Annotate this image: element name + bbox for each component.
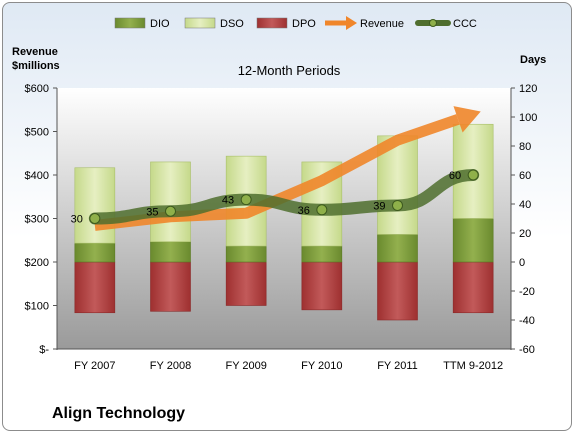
dio-bar [150, 241, 191, 263]
ccc-data-label: 30 [71, 214, 83, 226]
chart-title: 12-Month Periods [238, 63, 341, 78]
legend-label: DIO [150, 18, 170, 30]
legend-label: DSO [220, 18, 244, 30]
left-tick-label: $300 [25, 214, 49, 226]
company-name: Align Technology [52, 405, 186, 422]
ccc-data-label: 36 [298, 205, 310, 217]
revenue-arrowhead [453, 106, 481, 133]
right-tick-label: 120 [519, 83, 537, 95]
left-axis-ticks: $- $100 $200 $300 $400 $500 $600 [25, 83, 57, 356]
x-category-label: TTM 9-2012 [443, 360, 503, 372]
dio-bar [301, 245, 343, 263]
dpo-bar [452, 261, 494, 314]
legend-label: Revenue [360, 18, 404, 30]
right-axis-ticks: -60 -40 -20 0 20 40 60 80 100 120 [511, 83, 537, 356]
ccc-point [165, 205, 176, 217]
ccc-point [89, 213, 101, 224]
dpo-bar [150, 261, 191, 312]
right-tick-label: -40 [519, 315, 535, 327]
right-tick-label: 60 [519, 170, 531, 182]
x-category-label: FY 2011 [377, 360, 418, 372]
legend-swatch [184, 17, 216, 29]
x-category-label: FY 2008 [150, 360, 191, 372]
revenue-series [94, 106, 481, 231]
right-tick-label: 80 [519, 141, 531, 153]
dso-bar [74, 167, 116, 244]
revenue-line [94, 114, 460, 231]
x-category-label: FY 2010 [301, 360, 342, 372]
left-tick-label: $- [39, 344, 49, 356]
legend-swatch [114, 17, 146, 29]
ccc-data-label: 35 [146, 206, 158, 218]
legend-label: DPO [292, 18, 316, 30]
left-tick-label: $500 [25, 127, 49, 139]
right-tick-label: -60 [519, 344, 535, 356]
ccc-data-label: 60 [449, 170, 461, 182]
left-tick-label: $400 [25, 170, 49, 182]
dio-bar [452, 218, 494, 263]
right-tick-label: 20 [519, 228, 531, 240]
dpo-bar [301, 261, 343, 311]
ccc-series: 30 35 43 36 39 60 [71, 169, 480, 226]
ccc-point [240, 194, 252, 206]
legend-label: CCC [453, 18, 477, 30]
right-axis-title: Days [520, 54, 546, 66]
ccc-data-label: 43 [222, 195, 234, 207]
legend-swatch-dot [429, 19, 437, 27]
right-tick-label: 0 [519, 257, 525, 269]
x-axis-categories: FY 2007 FY 2008 FY 2009 FY 2010 FY 2011 TTM 9… [74, 360, 503, 372]
left-tick-label: $600 [25, 83, 49, 95]
dpo-bar [377, 261, 418, 321]
left-axis-title-line2: $millions [12, 60, 60, 72]
ccc-data-label: 39 [373, 200, 385, 212]
dio-bar [225, 245, 267, 263]
legend: DIO DSO DPO Revenue CCC [114, 16, 477, 30]
left-tick-label: $100 [25, 301, 49, 313]
right-tick-label: -20 [519, 286, 535, 298]
x-category-label: FY 2007 [74, 360, 115, 372]
dso-bar [150, 161, 191, 242]
dio-bar [74, 242, 116, 263]
ccc-point [316, 204, 328, 216]
x-category-label: FY 2009 [225, 360, 266, 372]
left-tick-label: $200 [25, 257, 49, 269]
dio-bar [377, 234, 418, 263]
left-axis-title-line1: Revenue [12, 46, 58, 58]
ccc-point [392, 199, 403, 211]
legend-swatch [256, 17, 288, 29]
dpo-bar [225, 261, 267, 306]
right-tick-label: 100 [519, 112, 537, 124]
ccc-point [467, 169, 479, 181]
legend-swatch-arrow [346, 16, 357, 30]
dpo-bar [74, 261, 116, 314]
right-tick-label: 40 [519, 199, 531, 211]
ccc-line [88, 169, 480, 225]
